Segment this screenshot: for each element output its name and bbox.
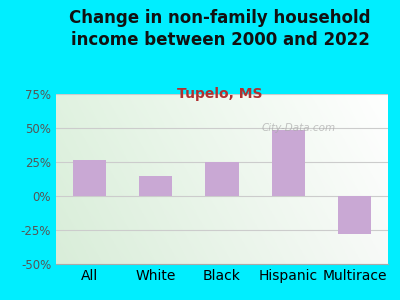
Text: Tupelo, MS: Tupelo, MS xyxy=(177,87,263,101)
Bar xyxy=(73,160,106,196)
Text: City-Data.com: City-Data.com xyxy=(261,123,336,134)
Bar xyxy=(338,196,372,234)
Bar xyxy=(272,130,305,196)
Bar xyxy=(139,176,172,196)
Bar xyxy=(206,162,238,196)
Text: Change in non-family household
income between 2000 and 2022: Change in non-family household income be… xyxy=(69,9,371,49)
